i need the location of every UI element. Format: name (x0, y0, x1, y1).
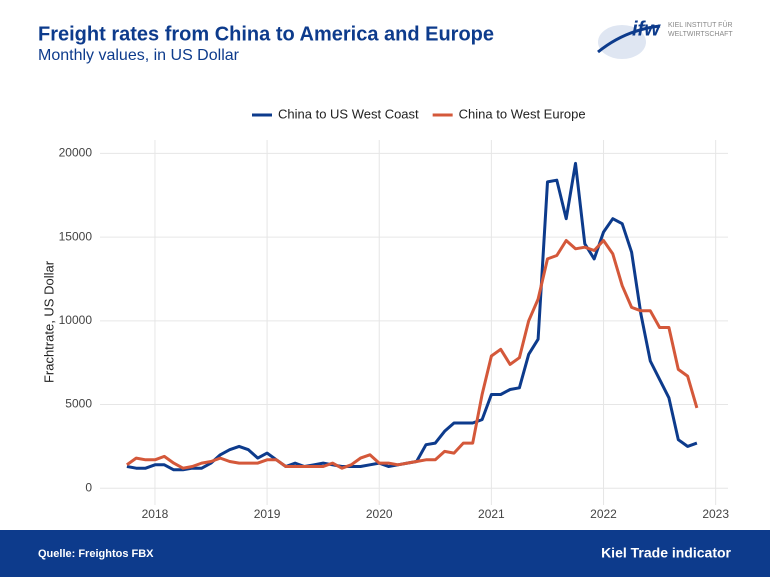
series-line (126, 239, 699, 470)
y-tick-label: 5000 (65, 397, 92, 411)
y-tick-label: 10000 (59, 313, 93, 327)
logo-text: KIEL INSTITUT FÜR (668, 21, 733, 29)
footer-brand: Kiel Trade indicator (601, 545, 731, 561)
chart-title: Freight rates from China to America and … (38, 23, 494, 45)
series-line (126, 161, 698, 472)
logo: ifw KIEL INSTITUT FÜR WELTWIRTSCHAFT (597, 18, 733, 59)
footer (0, 530, 770, 577)
x-tick-label: 2020 (366, 507, 393, 521)
y-axis-label: Frachtrate, US Dollar (41, 260, 56, 383)
x-tick-label: 2018 (142, 507, 169, 521)
plot: 0 5000 10000 15000 20000 2018 2019 2020 2021 2022… (59, 140, 729, 521)
x-tick-label: 2022 (590, 507, 617, 521)
y-tick-label: 0 (85, 480, 92, 494)
legend-label: China to West Europe (459, 106, 586, 121)
logo-swoosh (597, 24, 661, 54)
logo-mark: ifw (632, 18, 661, 40)
x-tick-label: 2021 (478, 507, 505, 521)
x-tick-label: 2019 (254, 507, 281, 521)
y-tick-label: 15000 (59, 229, 93, 243)
x-tick-label: 2023 (702, 507, 729, 521)
footer-source: Quelle: Freightos FBX (38, 548, 154, 560)
logo-globe (598, 25, 646, 59)
y-tick-label: 20000 (59, 146, 93, 160)
legend-label: China to US West Coast (278, 106, 419, 121)
logo-text: WELTWIRTSCHAFT (668, 31, 733, 38)
chart-subtitle: Monthly values, in US Dollar (38, 47, 240, 64)
